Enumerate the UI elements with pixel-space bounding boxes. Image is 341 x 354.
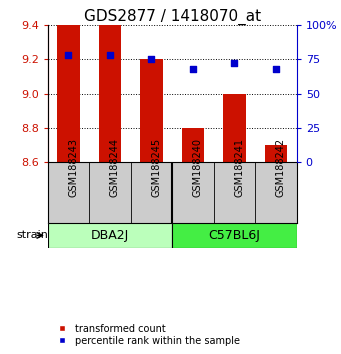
Bar: [181, 128, 204, 162]
Point: [149, 56, 154, 62]
Bar: [48, 223, 172, 248]
Point: [232, 61, 237, 66]
Bar: [265, 145, 287, 162]
Text: GSM188245: GSM188245: [151, 138, 161, 197]
Text: C57BL6J: C57BL6J: [208, 229, 261, 242]
Bar: [172, 223, 297, 248]
Title: GDS2877 / 1418070_at: GDS2877 / 1418070_at: [84, 8, 261, 25]
Bar: [223, 93, 246, 162]
Point: [190, 66, 196, 72]
Point: [273, 66, 279, 72]
Legend: transformed count, percentile rank within the sample: transformed count, percentile rank withi…: [53, 324, 240, 346]
Text: DBA2J: DBA2J: [91, 229, 129, 242]
Point: [66, 52, 71, 58]
Text: GSM188244: GSM188244: [110, 138, 120, 197]
Bar: [99, 25, 121, 162]
Text: GSM188240: GSM188240: [193, 138, 203, 197]
Bar: [140, 59, 163, 162]
Text: GSM188242: GSM188242: [276, 138, 286, 197]
Bar: [57, 23, 80, 162]
Point: [107, 52, 113, 58]
Text: strain: strain: [17, 230, 48, 240]
Text: GSM188243: GSM188243: [69, 138, 78, 197]
Text: GSM188241: GSM188241: [235, 138, 244, 197]
